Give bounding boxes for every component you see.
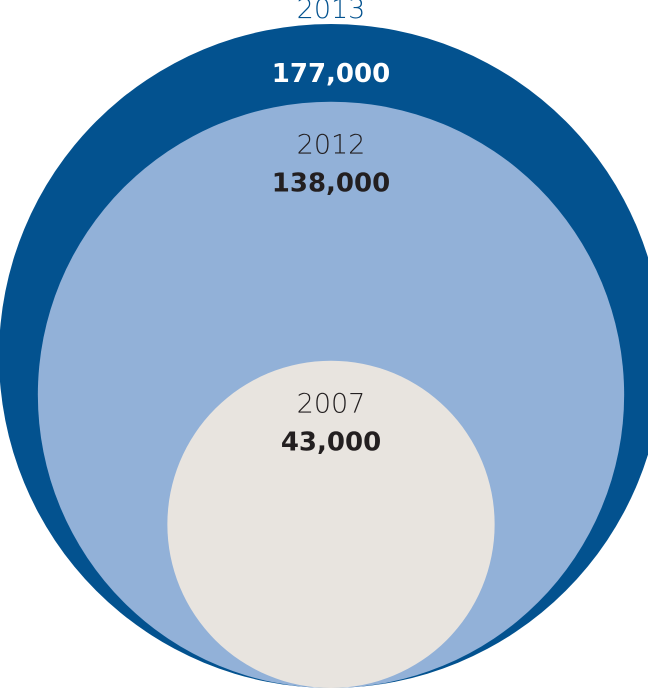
value-label-2013: 177,000 (272, 59, 390, 89)
year-label-2013: 2013 (297, 0, 366, 25)
year-label-2012: 2012 (297, 130, 366, 161)
year-label-2007: 2007 (297, 389, 366, 420)
bubble-2007 (167, 360, 495, 688)
value-label-2007: 43,000 (281, 428, 381, 458)
value-label-2012: 138,000 (272, 169, 390, 199)
